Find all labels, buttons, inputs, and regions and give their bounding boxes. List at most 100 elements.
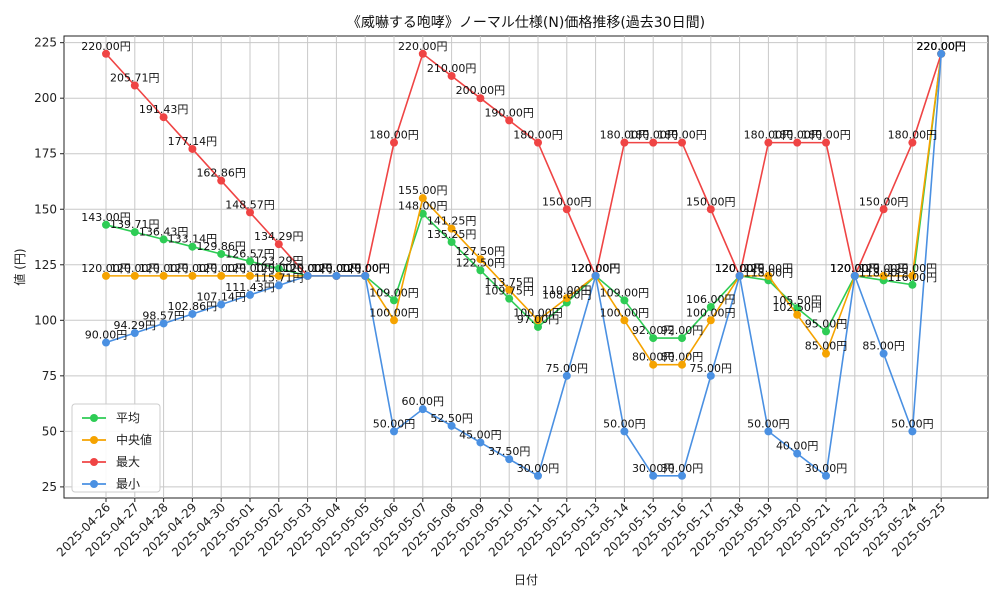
data-label: 120.00円 bbox=[312, 262, 362, 275]
data-point bbox=[534, 471, 542, 480]
data-label: 120.00円 bbox=[81, 262, 131, 275]
data-label: 92.00円 bbox=[632, 324, 675, 337]
axes: 2550751001251501752002252025-04-262025-0… bbox=[34, 36, 948, 560]
data-point bbox=[447, 238, 456, 247]
data-label: 220.00円 bbox=[916, 40, 966, 53]
data-label: 180.00円 bbox=[513, 129, 563, 142]
data-point bbox=[274, 271, 283, 280]
data-label: 95.00円 bbox=[805, 317, 848, 330]
data-point bbox=[217, 271, 226, 280]
legend-swatch-marker bbox=[90, 436, 98, 444]
data-point bbox=[879, 349, 888, 358]
data-label: 120.00円 bbox=[139, 262, 189, 275]
data-point bbox=[562, 294, 571, 303]
data-point bbox=[130, 81, 139, 90]
data-label: 120.00円 bbox=[340, 262, 390, 275]
data-label: 75.00円 bbox=[690, 362, 733, 375]
data-point bbox=[246, 271, 254, 280]
data-label: 120.00円 bbox=[715, 262, 765, 275]
data-point bbox=[620, 138, 629, 147]
data-label: 120.00円 bbox=[283, 262, 333, 275]
data-label: 45.00円 bbox=[459, 428, 502, 441]
data-point bbox=[822, 138, 830, 147]
data-label: 220.00円 bbox=[916, 40, 966, 53]
data-label: 155.00円 bbox=[398, 184, 448, 197]
data-label: 94.29円 bbox=[114, 319, 157, 332]
data-point bbox=[130, 271, 139, 280]
data-point bbox=[102, 338, 110, 347]
data-point bbox=[678, 471, 686, 480]
data-label: 191.43円 bbox=[139, 103, 189, 116]
data-point bbox=[418, 209, 427, 218]
series-最大 bbox=[102, 49, 946, 280]
data-point bbox=[476, 266, 485, 275]
data-point bbox=[620, 316, 629, 325]
data-label: 98.57円 bbox=[142, 309, 185, 322]
data-label: 120.00円 bbox=[168, 262, 218, 275]
data-label: 220.00円 bbox=[398, 40, 448, 53]
data-point bbox=[649, 360, 658, 369]
data-point bbox=[678, 138, 686, 147]
data-point bbox=[188, 144, 197, 153]
data-point bbox=[390, 296, 398, 305]
data-label: 120.00円 bbox=[283, 262, 333, 275]
data-label: 180.00円 bbox=[744, 129, 794, 142]
data-label: 180.00円 bbox=[772, 129, 822, 142]
data-point bbox=[908, 427, 917, 436]
y-axis-title: 値 (円) bbox=[12, 248, 27, 285]
data-point bbox=[390, 138, 398, 147]
legend-label: 中央値 bbox=[116, 432, 152, 447]
data-point bbox=[390, 316, 398, 325]
data-labels: 143.00円139.71円136.43円133.14円129.86円126.5… bbox=[81, 40, 966, 475]
data-point bbox=[390, 427, 398, 436]
data-label: 120.00円 bbox=[830, 262, 880, 275]
data-label: 120.00円 bbox=[715, 262, 765, 275]
series-line bbox=[105, 53, 942, 339]
data-label: 50.00円 bbox=[603, 417, 646, 430]
data-point bbox=[591, 271, 600, 280]
data-label: 177.14円 bbox=[168, 135, 218, 148]
data-point bbox=[908, 271, 917, 280]
data-label: 115.71円 bbox=[254, 271, 304, 284]
data-point bbox=[534, 138, 542, 147]
data-label: 100.00円 bbox=[513, 306, 563, 319]
data-label: 120.00円 bbox=[571, 262, 621, 275]
data-label: 148.00円 bbox=[398, 200, 448, 213]
data-label: 118.00円 bbox=[744, 266, 794, 279]
data-label: 180.00円 bbox=[801, 129, 851, 142]
data-point bbox=[274, 264, 283, 273]
data-label: 102.86円 bbox=[168, 300, 218, 313]
data-label: 30.00円 bbox=[517, 462, 560, 475]
data-label: 180.00円 bbox=[369, 129, 419, 142]
data-point bbox=[822, 327, 830, 336]
data-label: 220.00円 bbox=[81, 40, 131, 53]
data-label: 109.00円 bbox=[369, 286, 419, 299]
data-point bbox=[678, 360, 686, 369]
data-label: 120.00円 bbox=[744, 262, 794, 275]
data-label: 126.57円 bbox=[225, 247, 275, 260]
series-line bbox=[105, 53, 942, 478]
chart-title: 《威嚇する咆哮》ノーマル仕様(N)価格推移(過去30日間) bbox=[347, 15, 705, 31]
data-label: 120.00円 bbox=[859, 262, 909, 275]
data-point bbox=[188, 242, 197, 251]
data-label: 143.00円 bbox=[81, 211, 131, 224]
data-label: 141.25円 bbox=[427, 215, 477, 228]
data-point bbox=[505, 455, 514, 464]
data-point bbox=[562, 371, 571, 380]
data-point bbox=[188, 271, 197, 280]
legend-swatch-marker bbox=[90, 458, 98, 466]
legend-swatch-marker bbox=[90, 480, 98, 488]
data-label: 97.00円 bbox=[517, 313, 560, 326]
data-point bbox=[246, 208, 254, 217]
data-label: 90.00円 bbox=[85, 329, 128, 342]
data-label: 60.00円 bbox=[402, 395, 445, 408]
data-label: 85.00円 bbox=[805, 340, 848, 353]
data-label: 118.00円 bbox=[859, 266, 909, 279]
data-point bbox=[274, 240, 283, 249]
data-label: 109.75円 bbox=[484, 285, 534, 298]
data-point bbox=[649, 471, 658, 480]
series-line bbox=[106, 53, 942, 366]
y-tick-label: 125 bbox=[34, 258, 57, 272]
data-point bbox=[217, 300, 226, 309]
